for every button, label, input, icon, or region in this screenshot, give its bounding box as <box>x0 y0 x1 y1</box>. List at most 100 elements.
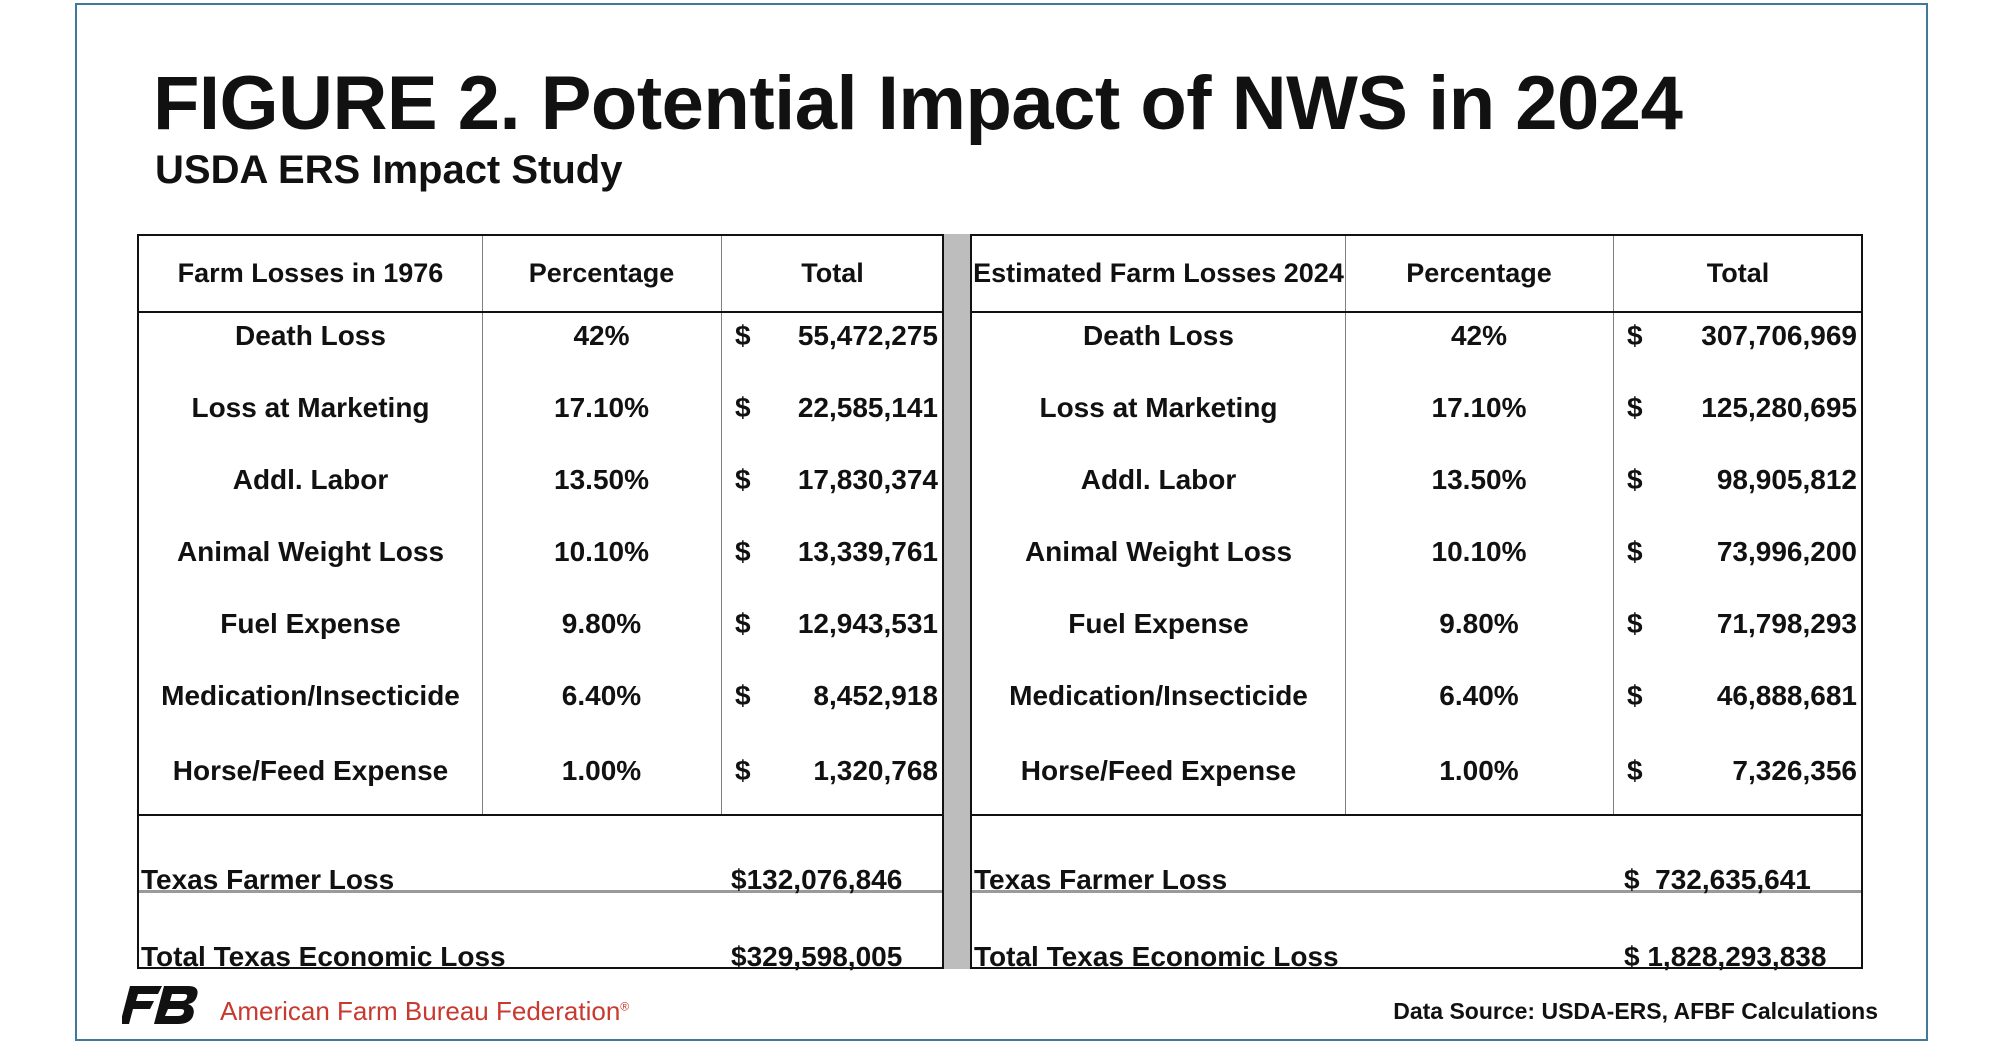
farmer-loss-label: Texas Farmer Loss <box>141 864 395 895</box>
row-label: Death Loss <box>1083 320 1234 351</box>
currency-symbol: $ <box>1627 392 1643 423</box>
row-label: Addl. Labor <box>1080 464 1237 495</box>
row-total: $22,585,141 <box>721 388 944 428</box>
row-amount: 12,943,531 <box>797 608 938 639</box>
currency-symbol: $ <box>735 320 751 351</box>
row-label: Horse/Feed Expense <box>1020 755 1297 786</box>
row-label: Horse/Feed Expense <box>172 755 449 786</box>
economic-loss-label: Total Texas Economic Loss <box>974 941 1339 972</box>
row-percentage: 9.80% <box>561 608 642 639</box>
row-amount: 22,585,141 <box>797 392 938 423</box>
table-1976: Farm Losses in 1976 Percentage Total Dea… <box>137 234 944 972</box>
header-separator <box>972 311 1861 313</box>
farmer-loss-label: Texas Farmer Loss <box>974 864 1228 895</box>
row-label: Medication/Insecticide <box>161 680 460 711</box>
row-label: Loss at Marketing <box>191 392 430 423</box>
farmer-loss-value: $132,076,846 <box>731 864 903 895</box>
row-total: $73,996,200 <box>1613 532 1863 572</box>
currency-symbol: $ <box>735 464 751 495</box>
currency-symbol: $ <box>1627 755 1643 786</box>
header-estimated-farm-losses: Estimated Farm Losses 2024 <box>973 257 1344 288</box>
economic-loss-value: $ 1,828,293,838 <box>1624 941 1827 972</box>
header-percentage: Percentage <box>528 257 675 288</box>
summary-separator <box>139 890 942 893</box>
economic-loss-value: $329,598,005 <box>731 941 903 972</box>
currency-symbol: $ <box>735 536 751 567</box>
figure-title: FIGURE 2. Potential Impact of NWS in 202… <box>153 61 1683 146</box>
row-percentage: 17.10% <box>1431 392 1527 423</box>
table-divider <box>944 234 970 969</box>
row-percentage: 13.50% <box>1431 464 1527 495</box>
row-label: Animal Weight Loss <box>176 536 445 567</box>
currency-symbol: $ <box>1627 608 1643 639</box>
row-total: $307,706,969 <box>1613 316 1863 356</box>
column-divider <box>482 236 483 814</box>
figure-subtitle: USDA ERS Impact Study <box>155 148 623 192</box>
header-total: Total <box>1706 257 1770 288</box>
row-amount: 46,888,681 <box>1716 680 1857 711</box>
economic-loss-label: Total Texas Economic Loss <box>141 941 506 972</box>
column-divider <box>1345 236 1346 814</box>
row-percentage: 1.00% <box>1439 755 1519 786</box>
row-label: Animal Weight Loss <box>1024 536 1293 567</box>
table-2024: Estimated Farm Losses 2024 Percentage To… <box>970 234 1863 972</box>
row-label: Death Loss <box>235 320 386 351</box>
row-amount: 125,280,695 <box>1701 392 1857 423</box>
row-total: $7,326,356 <box>1613 751 1863 791</box>
summary-separator <box>972 890 1861 893</box>
fb-logo-icon <box>122 986 198 1024</box>
row-percentage: 10.10% <box>554 536 649 567</box>
data-source: Data Source: USDA-ERS, AFBF Calculations <box>1393 998 1878 1024</box>
body-separator <box>972 814 1861 816</box>
row-label: Loss at Marketing <box>1039 392 1278 423</box>
body-separator <box>139 814 942 816</box>
row-total: $55,472,275 <box>721 316 944 356</box>
header-farm-losses: Farm Losses in 1976 <box>177 257 444 288</box>
row-percentage: 17.10% <box>554 392 649 423</box>
currency-symbol: $ <box>735 680 751 711</box>
organization-name-text: American Farm Bureau Federation <box>220 996 621 1026</box>
row-amount: 8,452,918 <box>813 680 938 711</box>
row-percentage: 6.40% <box>1439 680 1519 711</box>
currency-symbol: $ <box>1627 536 1643 567</box>
organization-name: American Farm Bureau Federation® <box>220 996 629 1027</box>
header-total: Total <box>801 257 864 288</box>
row-amount: 17,830,374 <box>797 464 938 495</box>
row-total: $17,830,374 <box>721 460 944 500</box>
row-total: $125,280,695 <box>1613 388 1863 428</box>
row-amount: 13,339,761 <box>797 536 938 567</box>
row-amount: 71,798,293 <box>1716 608 1857 639</box>
row-label: Fuel Expense <box>220 608 401 639</box>
row-total: $13,339,761 <box>721 532 944 572</box>
row-label: Addl. Labor <box>232 464 389 495</box>
header-percentage: Percentage <box>1406 257 1552 288</box>
currency-symbol: $ <box>1627 464 1643 495</box>
row-percentage: 6.40% <box>561 680 642 711</box>
row-label: Fuel Expense <box>1068 608 1249 639</box>
currency-symbol: $ <box>1627 680 1643 711</box>
row-percentage: 42% <box>573 320 630 351</box>
row-total: $8,452,918 <box>721 676 944 716</box>
row-amount: 98,905,812 <box>1716 464 1857 495</box>
column-divider <box>1613 236 1614 814</box>
row-total: $98,905,812 <box>1613 460 1863 500</box>
row-percentage: 10.10% <box>1431 536 1527 567</box>
row-percentage: 9.80% <box>1439 608 1519 639</box>
row-amount: 7,326,356 <box>1732 755 1857 786</box>
row-total: $46,888,681 <box>1613 676 1863 716</box>
currency-symbol: $ <box>1627 320 1643 351</box>
row-amount: 307,706,969 <box>1701 320 1857 351</box>
currency-symbol: $ <box>735 608 751 639</box>
currency-symbol: $ <box>735 755 751 786</box>
row-amount: 55,472,275 <box>797 320 938 351</box>
row-total: $12,943,531 <box>721 604 944 644</box>
column-divider <box>721 236 722 814</box>
farmer-loss-value: $ 732,635,641 <box>1624 864 1811 895</box>
header-separator <box>139 311 942 313</box>
row-percentage: 1.00% <box>561 755 642 786</box>
row-amount: 73,996,200 <box>1716 536 1857 567</box>
row-amount: 1,320,768 <box>813 755 938 786</box>
row-percentage: 13.50% <box>554 464 649 495</box>
row-total: $71,798,293 <box>1613 604 1863 644</box>
figure-frame <box>75 3 1928 1041</box>
